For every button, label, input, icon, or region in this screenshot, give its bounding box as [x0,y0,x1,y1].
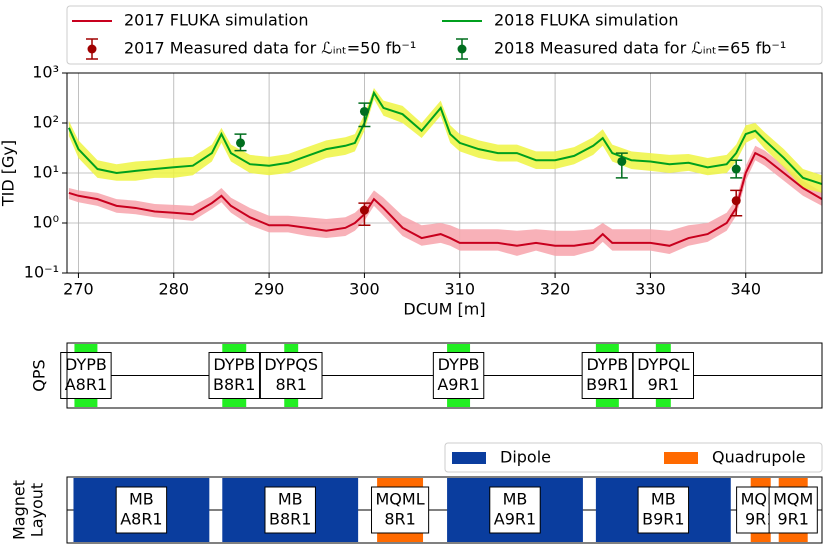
label-text: A8R1 [65,375,107,394]
data-point [235,138,245,148]
label-box [208,352,260,399]
label-text: 9R1 [745,510,776,529]
label-box [581,352,634,399]
label-text: DYPB [438,355,480,374]
x-tick-label: 300 [349,280,380,299]
label-box [264,486,316,534]
label-text: 8R1 [384,510,415,529]
label-text: MQML [376,490,425,509]
label-box [60,352,112,399]
data-point [731,164,741,174]
label-box [489,486,541,534]
x-tick-label: 280 [158,280,189,299]
legend-label: 2017 Measured data for ℒᵢₙₜ=50 fb⁻¹ [124,39,416,58]
label-text: 9R1 [648,375,679,394]
legend-patch [664,452,698,464]
label-text: DYPQL [637,355,689,374]
label-text: MB [278,490,303,509]
label-box [115,486,168,534]
x-axis-label: DCUM [m] [403,300,485,319]
sim-line [67,90,822,186]
data-point [359,205,369,215]
x-tick-label: 270 [63,280,94,299]
data-point [617,156,627,166]
label-box [371,486,430,534]
y-axis-label: Layout [28,483,47,537]
legend-label: 2017 FLUKA simulation [124,11,308,30]
label-text: 8R1 [275,375,306,394]
label-text: MB [651,490,676,509]
label-box [768,486,818,534]
x-tick-label: 330 [635,280,666,299]
legend-label: Dipole [500,448,551,467]
label-text: B9R1 [586,375,628,394]
y-tick-label: 10¹ [32,163,59,182]
label-text: B8R1 [269,510,311,529]
label-box [432,352,485,399]
y-tick-label: 10⁰ [32,213,59,232]
y-axis-label: Magnet [10,480,29,540]
label-text: DYPB [586,355,628,374]
legend-box [444,442,823,473]
y-axis-label: TID [Gy] [0,140,18,207]
uncertainty-band [68,88,822,193]
label-text: 9R1 [777,510,808,529]
y-axis-label: QPS [30,359,49,391]
legend-label: Quadrupole [712,448,806,467]
legend-box [66,5,823,65]
label-text: DYPB [213,355,255,374]
data-point [731,196,741,206]
label-text: A8R1 [120,510,162,529]
plot-area [67,88,822,256]
label-text: B9R1 [642,510,684,529]
x-tick-label: 340 [730,280,761,299]
plot-frame [66,72,823,274]
sim-line [68,151,822,247]
legend-label: 2018 FLUKA simulation [494,11,678,30]
uncertainty-band [68,145,822,256]
data-point [359,106,369,116]
label-text: A9R1 [437,375,479,394]
x-tick-label: 290 [254,280,285,299]
label-text: MQM [773,490,813,509]
label-text: DYPQS [264,355,318,374]
legend-marker [457,44,467,54]
panel-frame [66,476,823,544]
x-tick-label: 320 [540,280,571,299]
label-box [259,352,323,399]
y-tick-label: 10² [32,113,59,132]
panel-frame [66,342,823,409]
label-box [632,352,695,399]
label-text: MB [129,490,154,509]
y-tick-label: 10⁻¹ [24,263,59,282]
label-text: MB [503,490,528,509]
legend-marker [87,44,97,54]
legend-label: 2018 Measured data for ℒᵢₙₜ=65 fb⁻¹ [494,39,786,58]
label-text: A9R1 [494,510,536,529]
label-text: B8R1 [213,375,255,394]
legend-patch [452,452,486,464]
label-box [637,486,690,534]
y-tick-label: 10³ [32,63,59,82]
x-tick-label: 310 [444,280,475,299]
label-text: DYPB [65,355,107,374]
